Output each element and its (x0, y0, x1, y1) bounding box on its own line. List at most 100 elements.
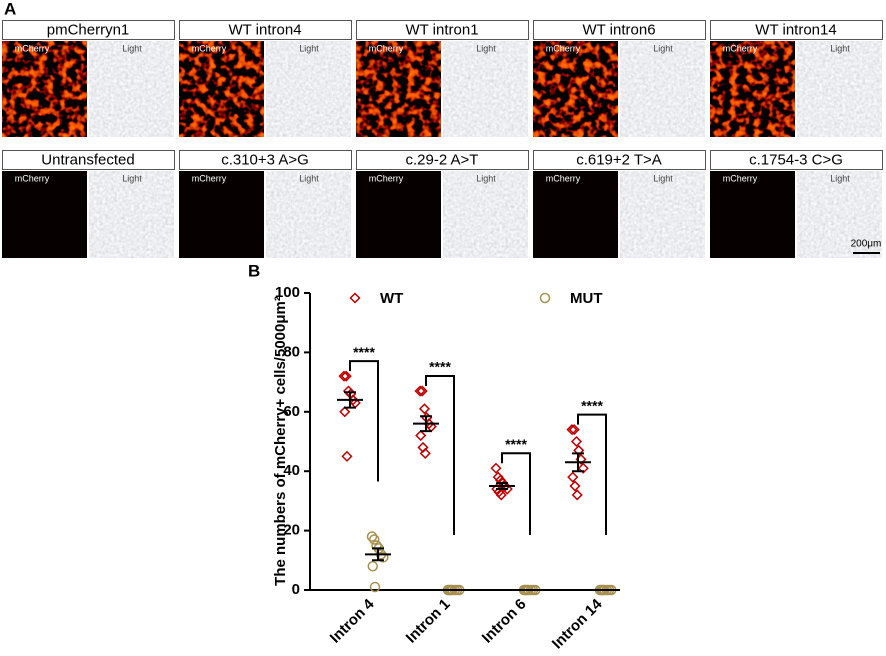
data-point (366, 531, 378, 542)
brightfield-image (797, 41, 882, 137)
data-point (371, 540, 382, 551)
brightfield-image (443, 171, 528, 258)
fluorescence-image (179, 171, 264, 258)
panel-header (2, 150, 175, 170)
image-label: mCherry (192, 173, 227, 183)
data-point (339, 406, 351, 418)
panel-header (356, 150, 529, 170)
data-point (490, 462, 502, 474)
data-point (571, 489, 583, 501)
image-label: Light (299, 173, 319, 183)
legend-marker (349, 292, 361, 304)
x-tick-label: Intron 14 (549, 595, 606, 652)
data-point (418, 403, 431, 415)
data-point (570, 435, 583, 448)
data-point (419, 447, 431, 459)
data-point (340, 370, 352, 382)
image-label: Light (122, 43, 142, 53)
panel-label: B (248, 261, 260, 280)
data-point (567, 471, 579, 483)
fluorescence-image (533, 171, 618, 258)
error-bar (344, 391, 356, 409)
significance-bracket (425, 375, 455, 535)
fluorescence-image (710, 41, 795, 137)
panel-header (710, 20, 883, 40)
image-label: mCherry (192, 43, 227, 53)
image-label: Light (830, 173, 850, 183)
legend-label: MUT (570, 290, 603, 307)
image-label: mCherry (546, 173, 581, 183)
image-label: mCherry (546, 43, 581, 53)
significance-label: **** (353, 344, 375, 360)
panel-title: WT intron4 (228, 21, 301, 38)
data-point (415, 429, 427, 442)
fluorescence-image (710, 171, 795, 258)
panel-header (533, 20, 706, 40)
data-point (367, 560, 378, 572)
significance-label: **** (505, 436, 527, 452)
panel-header (533, 150, 706, 170)
brightfield-image (266, 41, 351, 137)
fluorescence-image (356, 171, 441, 258)
y-tick-label: 100 (275, 284, 300, 301)
data-point (501, 483, 513, 495)
image-label: Light (830, 43, 850, 53)
data-point (568, 424, 580, 436)
brightfield-image (443, 41, 528, 137)
image-label: Light (653, 43, 673, 53)
image-label: mCherry (369, 173, 404, 183)
data-point (338, 370, 350, 382)
data-point (577, 462, 589, 474)
fluorescence-image (533, 41, 618, 137)
significance-label: **** (581, 397, 603, 413)
panel-title: WT intron1 (405, 21, 478, 38)
brightfield-image (620, 171, 705, 258)
y-tick-label: 20 (283, 522, 300, 539)
significance-bracket (349, 360, 379, 482)
brightfield-image (89, 171, 174, 258)
panel-header (179, 20, 352, 40)
image-label: Light (476, 43, 496, 53)
panel-header (710, 150, 883, 170)
image-label: Light (122, 173, 142, 183)
x-tick-label: Intron 6 (479, 596, 530, 647)
fluorescence-image (2, 41, 87, 137)
image-label: mCherry (15, 173, 50, 183)
fluorescence-image (356, 41, 441, 137)
brightfield-image (620, 41, 705, 137)
brightfield-image (89, 41, 174, 137)
error-bar (420, 415, 432, 433)
data-point (369, 534, 380, 545)
panel-label: A (4, 0, 16, 18)
panel-title: pmCherryn1 (47, 21, 130, 38)
image-label: mCherry (723, 173, 758, 183)
panel-title: WT intron14 (755, 21, 836, 38)
image-label: mCherry (15, 43, 50, 53)
image-label: Light (476, 173, 496, 183)
panel-header (179, 150, 352, 170)
fluorescence-image (179, 41, 264, 137)
error-bar (572, 452, 584, 473)
significance-bracket (501, 452, 531, 535)
data-point (416, 385, 428, 397)
significance-label: **** (429, 359, 451, 375)
significance-bracket (577, 413, 607, 535)
panel-header (356, 20, 529, 40)
data-point (569, 480, 581, 492)
y-tick-label: 80 (283, 343, 300, 360)
panel-title: c.619+2 T>A (576, 151, 662, 168)
y-axis-label: The numbers of mCherry+ cells/5000μm² (272, 296, 289, 586)
data-point (414, 385, 426, 397)
legend-label: WT (380, 290, 403, 307)
image-label: mCherry (369, 43, 404, 53)
data-point (495, 489, 507, 501)
y-tick-label: 40 (283, 462, 300, 479)
x-tick-label: Intron 1 (403, 596, 454, 647)
brightfield-image (797, 171, 882, 258)
legend-marker (539, 292, 551, 304)
panel-title: c.310+3 A>G (221, 151, 309, 168)
y-tick-label: 60 (283, 403, 300, 420)
error-bar (372, 547, 384, 562)
data-point (369, 581, 381, 593)
